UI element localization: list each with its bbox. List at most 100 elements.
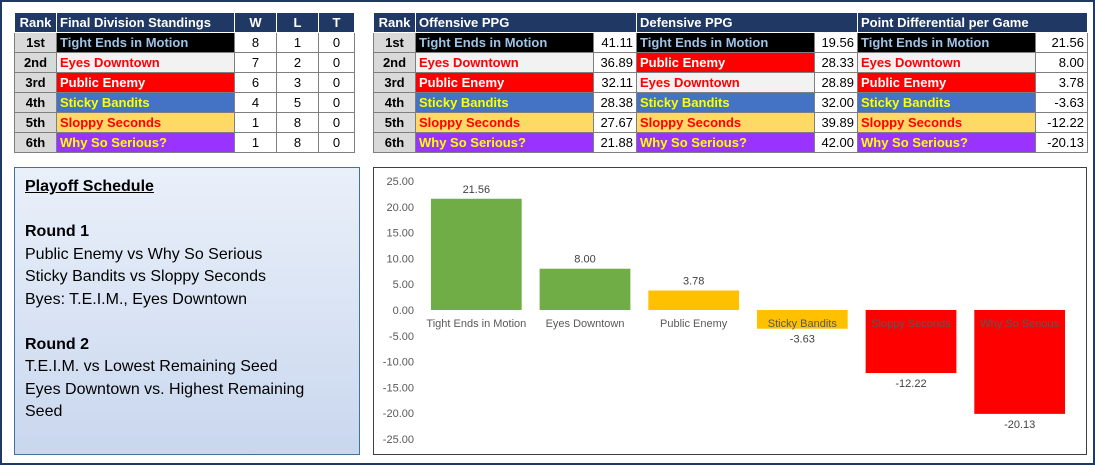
ties-cell: 0 [318, 132, 355, 153]
y-tick-label: -15.00 [383, 382, 414, 394]
losses-cell: 1 [276, 32, 319, 53]
defense-ppg-cell: 19.56 [814, 32, 858, 53]
rank-header: Rank [14, 12, 57, 33]
offense-team-cell: Tight Ends in Motion [415, 32, 594, 53]
losses-cell: 5 [276, 92, 319, 113]
bar [539, 268, 631, 310]
wins-cell: 1 [234, 132, 277, 153]
rank-cell: 3rd [373, 72, 416, 93]
rank-cell: 6th [14, 132, 57, 153]
offense-ppg-cell: 32.11 [593, 72, 637, 93]
data-label: 8.00 [574, 254, 595, 266]
differential-value-cell: -12.22 [1035, 112, 1088, 133]
y-tick-label: -20.00 [383, 408, 414, 420]
round-2-title: Round 2 [25, 335, 89, 353]
rank-cell: 2nd [14, 52, 57, 73]
category-label: Sloppy Seconds [871, 318, 951, 330]
offense-team-cell: Why So Serious? [415, 132, 594, 153]
rank-cell: 4th [14, 92, 57, 113]
wins-cell: 1 [234, 112, 277, 133]
standings-row: 6th Why So Serious? 1 8 0 [14, 132, 355, 153]
rank-cell: 1st [373, 32, 416, 53]
data-label: 3.78 [683, 275, 704, 287]
y-tick-label: -25.00 [383, 434, 414, 446]
chart-canvas: 25.00 20.00 15.00 10.00 5.00 0.00 -5.00 -10.00 -… [383, 176, 1066, 446]
standings-row: 5th Sloppy Seconds 1 8 0 [14, 112, 355, 133]
wins-cell: 4 [234, 92, 277, 113]
data-label: -3.63 [790, 334, 815, 346]
defense-ppg-cell: 28.89 [814, 72, 858, 93]
team-name-cell: Why So Serious? [56, 132, 235, 153]
offense-team-cell: Public Enemy [415, 72, 594, 93]
standings-row: 2nd Eyes Downtown 7 2 0 [14, 52, 355, 73]
category-label: Tight Ends in Motion [426, 318, 526, 330]
bar [648, 290, 740, 310]
wins-cell: 6 [234, 72, 277, 93]
ties-cell: 0 [318, 72, 355, 93]
defense-ppg-cell: 28.33 [814, 52, 858, 73]
rank-cell: 3rd [14, 72, 57, 93]
standings-row: 4th Sticky Bandits 4 5 0 [14, 92, 355, 113]
stats-row: 4th Sticky Bandits 28.38 Sticky Bandits 32.0… [373, 92, 1088, 113]
ties-cell: 0 [318, 32, 355, 53]
differential-value-cell: 3.78 [1035, 72, 1088, 93]
losses-cell: 3 [276, 72, 319, 93]
point-differential-header: Point Differential per Game [857, 12, 1088, 33]
y-tick-label: 10.00 [386, 253, 414, 265]
team-name-cell: Sloppy Seconds [56, 112, 235, 133]
defense-team-cell: Eyes Downtown [636, 72, 815, 93]
round-1-byes: Byes: T.E.I.M., Eyes Downtown [25, 290, 248, 308]
round-2-matchup: Seed [25, 403, 63, 420]
stats-row: 3rd Public Enemy 32.11 Eyes Downtown 28.89 Pu… [373, 72, 1088, 93]
defense-ppg-cell: 42.00 [814, 132, 858, 153]
losses-cell: 8 [276, 132, 319, 153]
y-tick-label: 20.00 [386, 202, 414, 214]
team-name-cell: Tight Ends in Motion [56, 32, 235, 53]
offense-team-cell: Eyes Downtown [415, 52, 594, 73]
stats-row: 6th Why So Serious? 21.88 Why So Serious? 42… [373, 132, 1088, 153]
differential-value-cell: -3.63 [1035, 92, 1088, 113]
offense-ppg-cell: 27.67 [593, 112, 637, 133]
differential-value-cell: -20.13 [1035, 132, 1088, 153]
ties-header: T [318, 12, 355, 33]
standings-row: 3rd Public Enemy 6 3 0 [14, 72, 355, 93]
team-name-cell: Public Enemy [56, 72, 235, 93]
data-label: 21.56 [463, 184, 491, 196]
data-label: -12.22 [895, 378, 926, 390]
offense-team-cell: Sticky Bandits [415, 92, 594, 113]
team-name-cell: Sticky Bandits [56, 92, 235, 113]
losses-cell: 2 [276, 52, 319, 73]
defense-team-cell: Tight Ends in Motion [636, 32, 815, 53]
standings-row: 1st Tight Ends in Motion 8 1 0 [14, 32, 355, 53]
standings-header-row: Rank Final Division Standings W L T [14, 12, 355, 33]
rank-cell: 6th [373, 132, 416, 153]
bar [865, 310, 957, 374]
y-tick-label: 5.00 [393, 279, 414, 291]
stats-row: 5th Sloppy Seconds 27.67 Sloppy Seconds 39.8… [373, 112, 1088, 133]
defense-ppg-cell: 32.00 [814, 92, 858, 113]
rank-cell: 1st [14, 32, 57, 53]
differential-value-cell: 8.00 [1035, 52, 1088, 73]
offense-ppg-cell: 28.38 [593, 92, 637, 113]
bar [974, 310, 1066, 414]
stats-header-row: Rank Offensive PPG Defensive PPG Point D… [373, 12, 1088, 33]
y-tick-label: 15.00 [386, 228, 414, 240]
category-label: Why So Serious [980, 318, 1059, 330]
y-tick-label: -5.00 [389, 331, 414, 343]
playoff-schedule-title: Playoff Schedule [25, 178, 154, 195]
rank-cell: 5th [14, 112, 57, 133]
team-name-cell: Eyes Downtown [56, 52, 235, 73]
defensive-ppg-header: Defensive PPG [636, 12, 858, 33]
ties-cell: 0 [318, 112, 355, 133]
bar [430, 198, 522, 310]
y-tick-label: 0.00 [393, 305, 414, 317]
round-2-matchup: T.E.I.M. vs Lowest Remaining Seed [25, 358, 278, 375]
data-label: -20.13 [1004, 419, 1035, 431]
y-tick-label: 25.00 [386, 176, 414, 188]
offense-ppg-cell: 41.11 [593, 32, 637, 53]
round-1-matchup: Public Enemy vs Why So Serious [25, 245, 263, 263]
defense-team-cell: Why So Serious? [636, 132, 815, 153]
round-2-matchup: Eyes Downtown vs. Highest Remaining [25, 380, 305, 398]
category-label: Public Enemy [660, 318, 728, 330]
